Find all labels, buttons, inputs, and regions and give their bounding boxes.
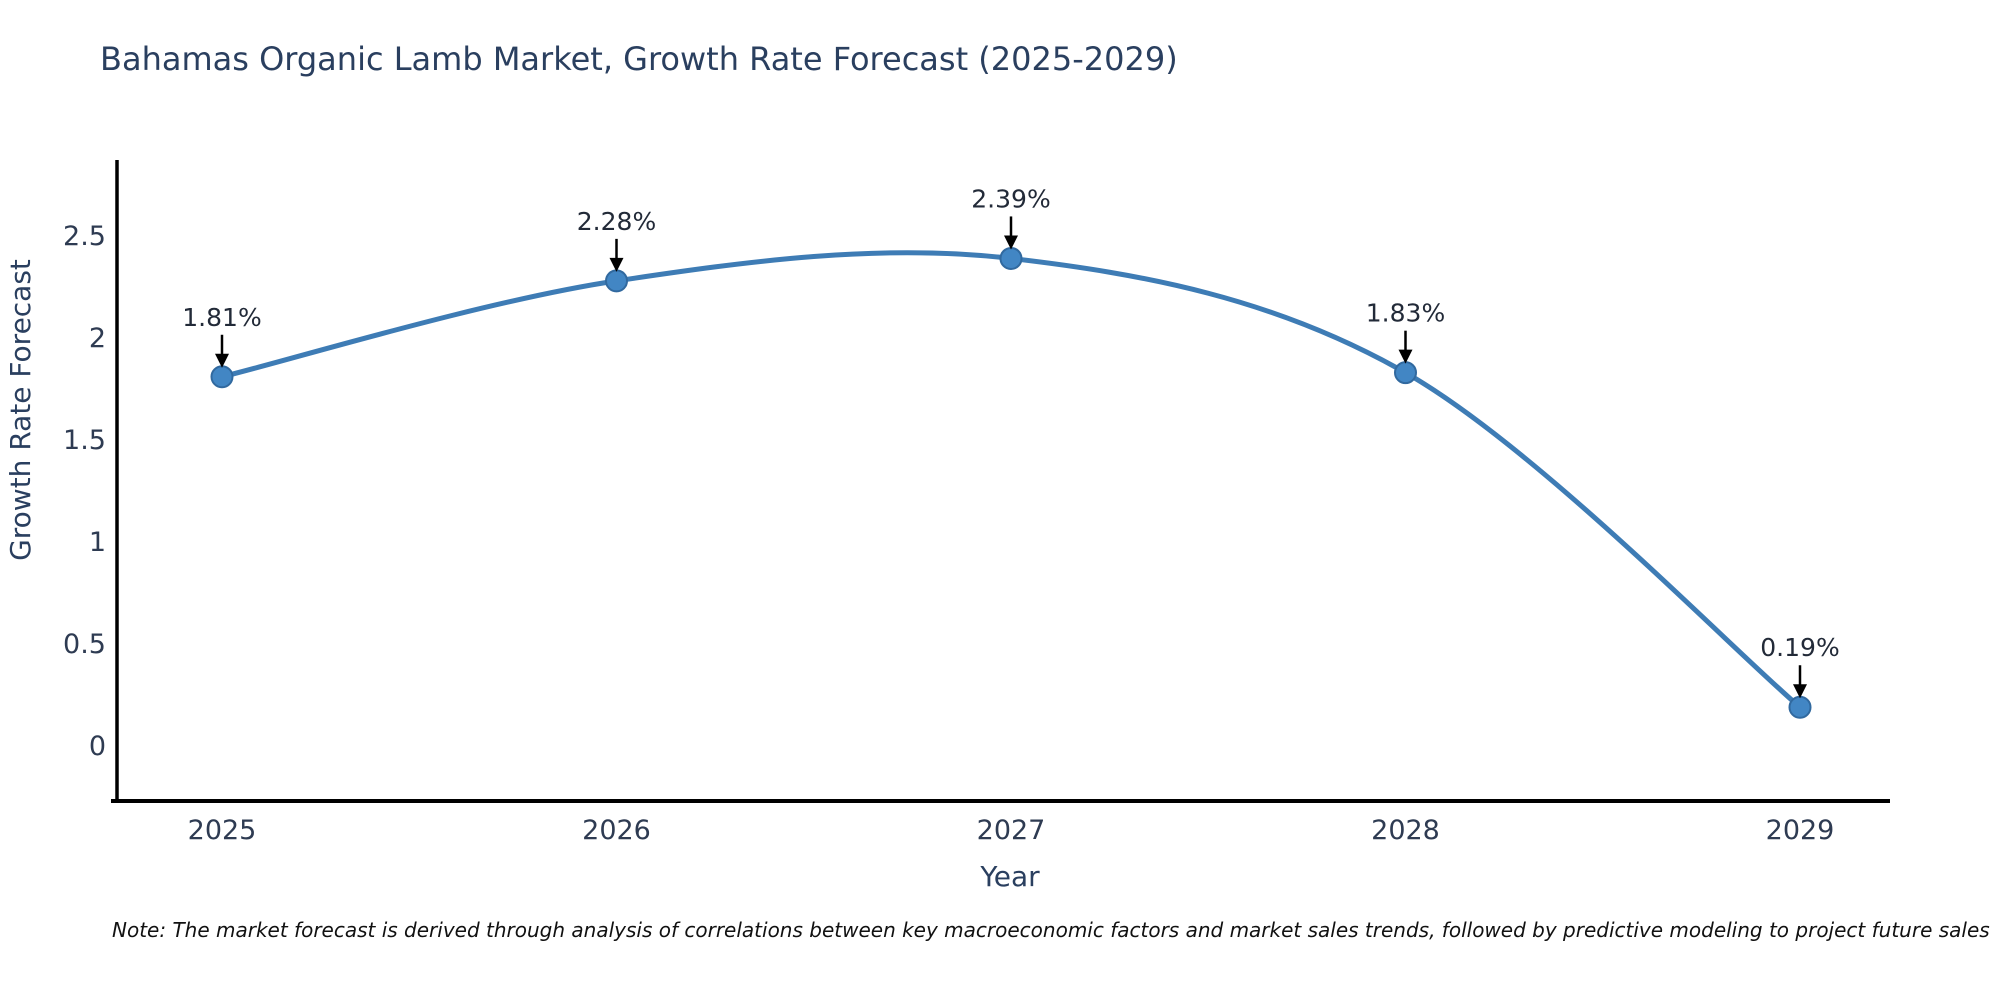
axes-layer: 0 0.5 1 1.5 2 2.5 2025 2026 2027 2028 2029 (63, 160, 1890, 846)
point-annotation: 1.83% (1366, 299, 1445, 364)
annotation-arrowhead-icon (609, 257, 624, 272)
y-axis-title: Growth Rate Forecast (4, 259, 37, 561)
annotation-arrowhead-icon (215, 353, 229, 368)
annotation-layer: 1.81% 2.28% 2.39% 1.83% 0.19% (182, 184, 1840, 699)
data-point-marker (999, 246, 1023, 270)
y-tick-label: 0 (89, 731, 106, 762)
point-value-label: 1.81% (182, 303, 261, 332)
y-tick-label: 0.5 (63, 629, 106, 660)
point-value-label: 0.19% (1760, 633, 1839, 662)
x-tick-label: 2026 (582, 815, 651, 846)
point-value-label: 2.28% (577, 207, 656, 236)
annotation-arrowhead-icon (1793, 684, 1807, 699)
x-axis-title: Year (979, 860, 1040, 893)
data-point-marker (210, 365, 234, 389)
x-tick-label: 2029 (1766, 815, 1835, 846)
footnote: Note: The market forecast is derived thr… (112, 918, 1990, 942)
point-annotation: 1.81% (182, 303, 262, 368)
series-layer (210, 246, 1812, 719)
point-value-label: 2.39% (971, 184, 1050, 213)
point-value-label: 1.83% (1366, 299, 1445, 328)
annotation-arrowhead-icon (1004, 235, 1018, 250)
x-tick-label: 2025 (188, 815, 257, 846)
annotation-arrowhead-icon (1398, 349, 1413, 364)
x-tick-label: 2028 (1371, 815, 1440, 846)
data-point-marker (1788, 695, 1812, 719)
data-point-marker (605, 269, 628, 293)
x-tick-label: 2027 (977, 815, 1046, 846)
y-tick-label: 2 (89, 323, 106, 354)
y-tick-label: 1 (89, 527, 106, 558)
y-tick-label: 1.5 (63, 425, 106, 456)
point-annotation: 2.28% (577, 207, 656, 272)
data-point-marker (1394, 361, 1417, 385)
point-annotation: 2.39% (971, 184, 1051, 250)
chart-title: Bahamas Organic Lamb Market, Growth Rate… (100, 40, 1178, 78)
point-annotation: 0.19% (1760, 633, 1840, 699)
y-tick-label: 2.5 (63, 221, 106, 252)
forecast-line (219, 250, 1803, 710)
